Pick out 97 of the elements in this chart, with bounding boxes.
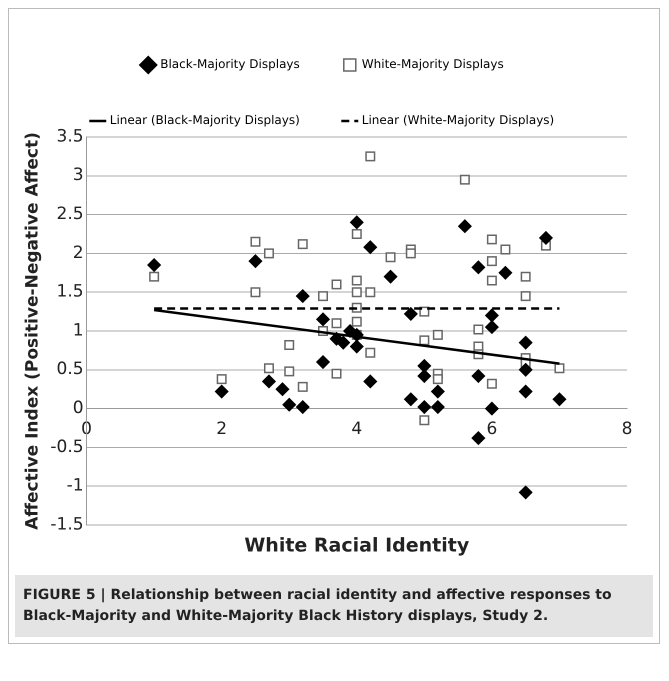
y-tick-label: 0	[72, 398, 84, 418]
point	[432, 374, 443, 384]
point	[419, 415, 430, 426]
point	[498, 266, 512, 280]
point	[419, 306, 430, 317]
point	[520, 291, 531, 302]
point	[431, 400, 445, 414]
point	[473, 324, 484, 334]
y-tick-label: 2.5	[56, 204, 84, 224]
point	[485, 308, 499, 322]
legend-label: Linear (White-Majority Displays)	[362, 113, 554, 128]
point	[250, 287, 260, 298]
point	[352, 316, 362, 327]
point	[472, 260, 486, 274]
point	[458, 219, 472, 233]
point	[332, 368, 342, 379]
caption: FIGURE 5 | Relationship between racial identity and affective responses to Black-Majority and White-Majority Black History displays, Study 2.	[15, 575, 653, 637]
point	[147, 258, 161, 272]
point	[284, 340, 294, 350]
point	[364, 374, 378, 388]
point	[352, 276, 362, 286]
y-tick-label: 3.5	[56, 126, 84, 146]
x-tick-label: 4	[351, 419, 362, 440]
x-tick-label: 2	[216, 419, 228, 440]
point	[282, 398, 296, 412]
point	[350, 216, 364, 230]
point	[296, 400, 310, 414]
y-tick-label: 3	[72, 165, 84, 186]
point	[352, 287, 362, 298]
point	[262, 374, 276, 388]
point	[248, 254, 262, 268]
point	[486, 256, 497, 266]
point	[518, 336, 532, 350]
point	[352, 229, 362, 239]
legend-label: Linear (Black-Majority Displays)	[110, 113, 300, 128]
point	[364, 240, 378, 254]
point	[406, 248, 416, 258]
point	[518, 384, 532, 398]
point	[216, 374, 227, 384]
point	[518, 363, 532, 377]
point	[418, 400, 432, 414]
point	[404, 392, 418, 406]
point	[214, 384, 228, 398]
point	[486, 378, 497, 389]
point	[384, 270, 398, 284]
point	[472, 431, 486, 445]
point	[472, 369, 486, 383]
point	[518, 486, 532, 500]
point	[284, 366, 294, 376]
x-tick-label: 6	[486, 419, 498, 440]
point	[298, 239, 308, 250]
point	[539, 231, 553, 245]
x-tick-label: 8	[622, 419, 632, 440]
point	[298, 382, 308, 392]
legend-label: Black-Majority Displays	[160, 57, 300, 72]
point	[432, 330, 443, 340]
point	[332, 279, 342, 290]
point	[404, 307, 418, 321]
point	[486, 276, 497, 286]
point	[520, 272, 531, 282]
point	[276, 382, 290, 396]
point	[316, 312, 330, 326]
y-tick-label: -1	[66, 476, 84, 496]
point	[460, 174, 470, 185]
point	[296, 289, 310, 303]
point	[250, 236, 260, 247]
point	[318, 291, 328, 302]
x-axis-title: White Racial Identity	[244, 534, 470, 556]
y-tick-label: 0.5	[56, 359, 84, 380]
point	[386, 252, 396, 262]
point	[350, 340, 364, 354]
point	[486, 234, 497, 244]
point	[485, 320, 499, 334]
y-tick-label: -0.5	[50, 436, 84, 457]
point	[149, 272, 160, 282]
point	[264, 363, 274, 374]
point	[554, 363, 564, 374]
point	[264, 248, 274, 258]
point	[365, 287, 376, 298]
point	[419, 335, 430, 346]
point	[418, 369, 432, 383]
point	[431, 384, 445, 398]
y-axis-title: Affective Index (Positive-Negative Affect)	[22, 132, 43, 530]
point	[500, 244, 510, 255]
point	[485, 402, 499, 416]
y-tick-label: 1.5	[56, 282, 84, 302]
point	[418, 359, 432, 373]
point	[365, 151, 376, 162]
y-tick-label: 1	[72, 320, 84, 340]
point	[552, 392, 566, 406]
point	[332, 318, 342, 328]
point	[336, 336, 350, 350]
point	[365, 348, 376, 358]
point	[316, 355, 330, 369]
y-tick-label: -1.5	[50, 514, 84, 534]
legend-label: White-Majority Displays	[362, 57, 504, 72]
y-tick-label: 2	[72, 242, 84, 263]
